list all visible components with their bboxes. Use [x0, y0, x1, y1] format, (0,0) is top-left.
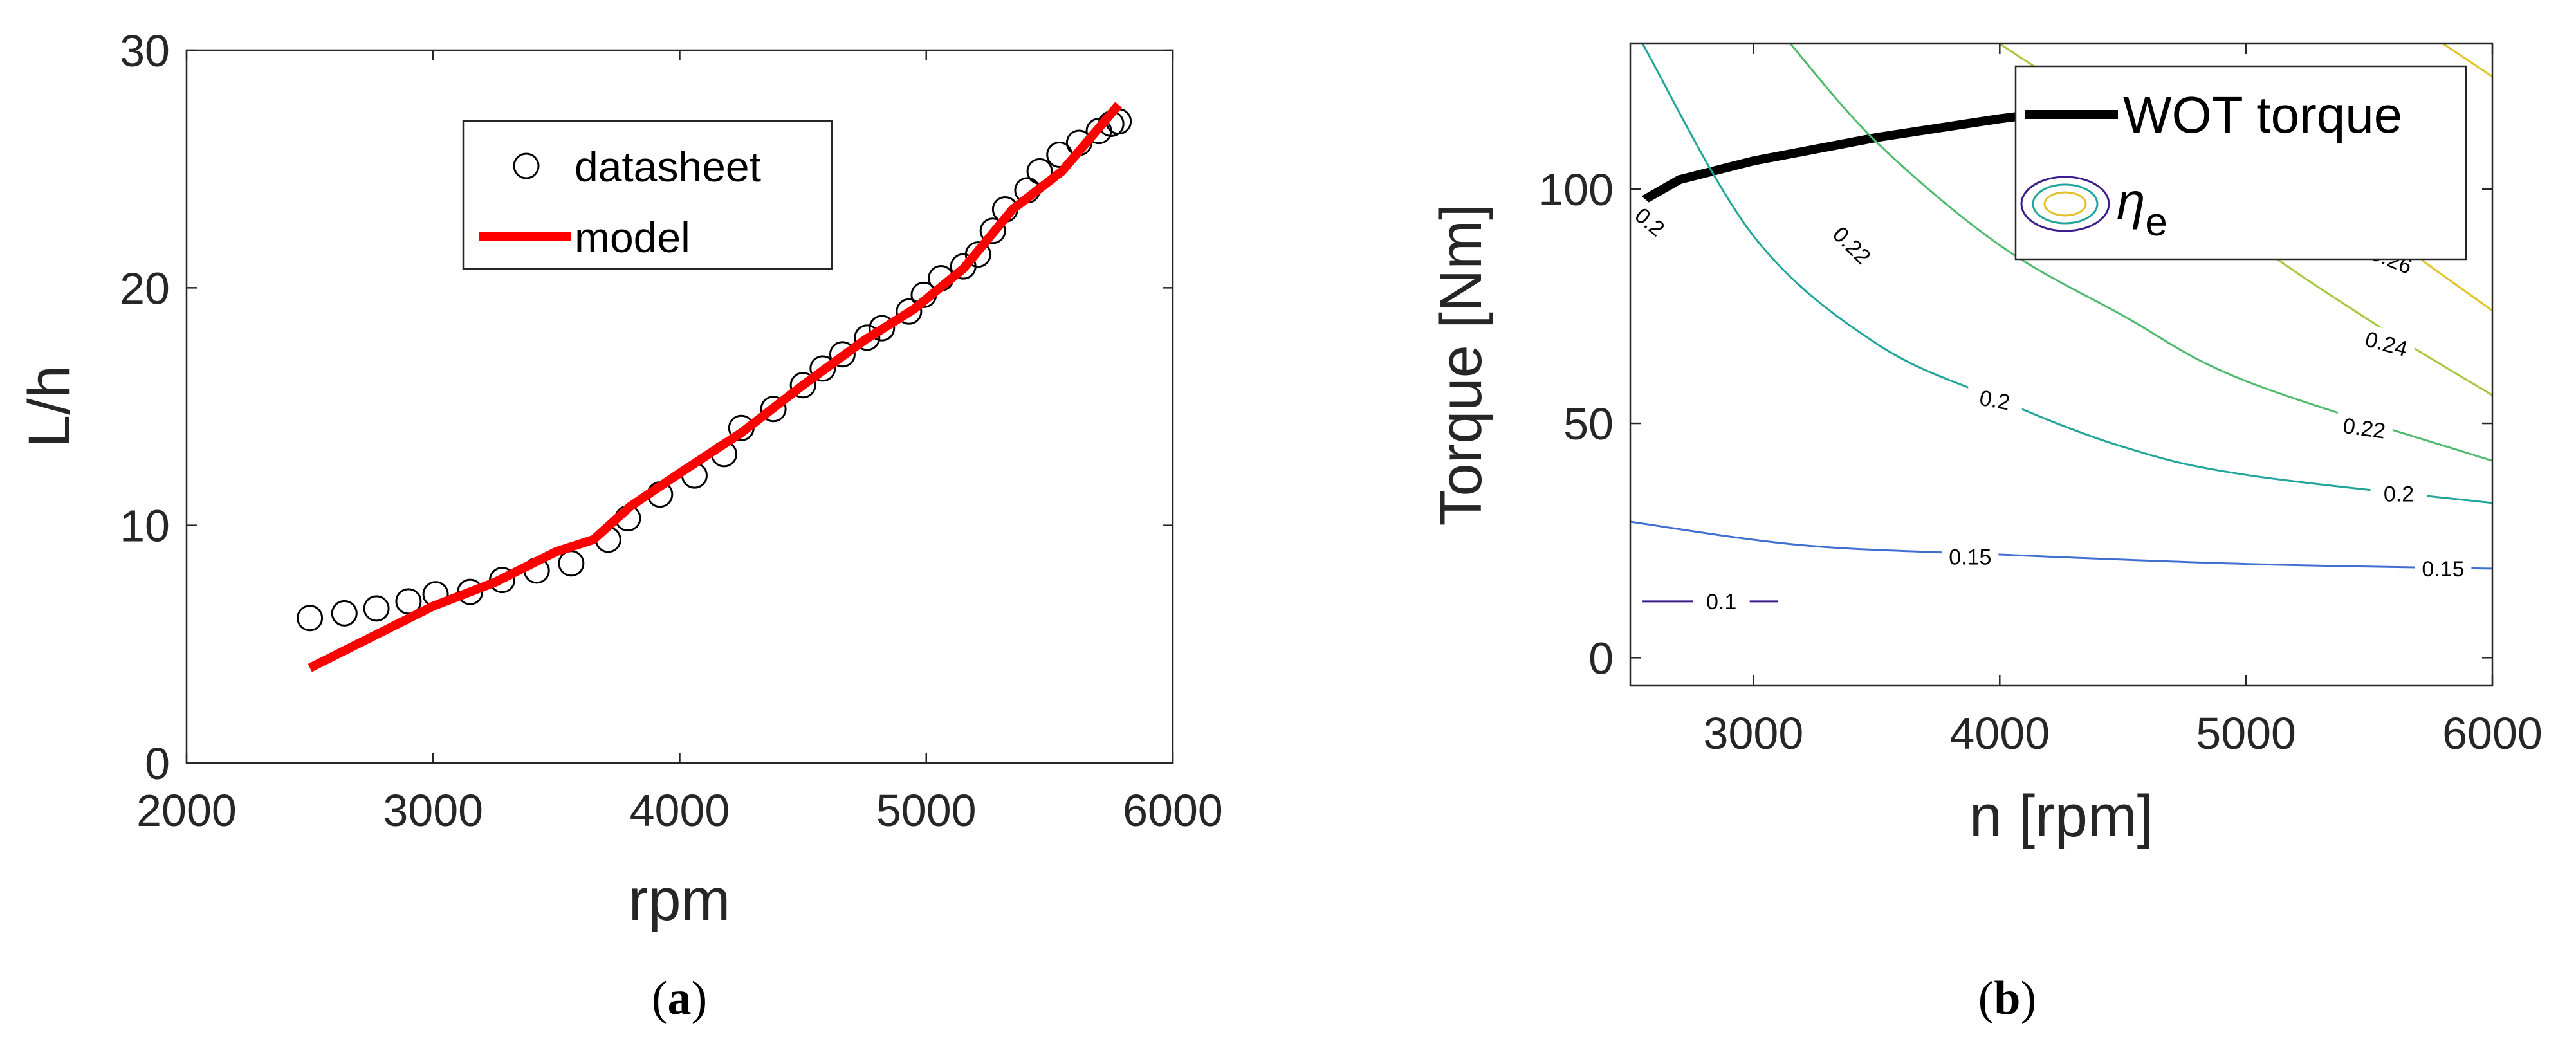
- panel-a-axes-box: [185, 49, 1174, 764]
- panel-b-legend-box: [2014, 65, 2467, 261]
- panel-a-legend-box: [462, 120, 833, 270]
- contour-label-bg: [2334, 410, 2395, 444]
- model-line: [308, 102, 1123, 672]
- contour-label: 0.22: [2341, 414, 2387, 444]
- contour-label-bg: [1823, 215, 1882, 274]
- panel-b-contour-labels: 0.10.150.150.20.20.20.220.220.240.26: [1621, 192, 2472, 614]
- caption-a-letter: a: [668, 972, 692, 1025]
- contour-line: [1630, 520, 2492, 570]
- datasheet-point: [829, 341, 856, 368]
- datasheet-point: [964, 241, 991, 268]
- panel-a-ylabel: L/h: [17, 365, 82, 448]
- panel-b: 0.10.150.150.20.20.20.220.220.240.26 300…: [1428, 42, 2543, 1025]
- panel-a-legend: datasheet model: [462, 120, 833, 270]
- legend-eta-subscript: e: [2145, 200, 2167, 244]
- datasheet-point: [979, 217, 1006, 244]
- contour-line: [2442, 44, 2492, 78]
- wot-torque-line: [1630, 105, 2075, 212]
- caption-a: (a): [652, 972, 707, 1025]
- panel-b-xtick-label: 6000: [2442, 708, 2543, 758]
- panel-b-tick-labels: 3000 4000 5000 6000 0 50 100: [1538, 165, 2543, 758]
- panel-a-xtick-label: 6000: [1123, 785, 1223, 836]
- datasheet-point: [854, 324, 881, 351]
- caption-b-letter: b: [1994, 972, 2020, 1025]
- datasheet-point: [331, 600, 358, 627]
- datasheet-point: [809, 355, 836, 382]
- contour-label: 0.1: [1706, 590, 1736, 614]
- panel-b-ytick-label: 50: [1563, 399, 1614, 449]
- contour-label-bg: [1621, 192, 1681, 249]
- panel-a-ytick-label: 20: [120, 263, 170, 313]
- contour-label: 0.24: [2362, 327, 2410, 362]
- legend-datasheet-marker: [513, 152, 540, 179]
- contour-label-bg: [1965, 381, 2025, 417]
- panel-a-ytick-label: 10: [120, 501, 170, 551]
- panel-a-xtick-label: 4000: [630, 785, 730, 836]
- contour-line: [1789, 44, 2492, 462]
- panel-a-ytick-label: 0: [145, 739, 170, 789]
- legend-datasheet-label: datasheet: [575, 143, 761, 190]
- legend-eta-label: ηe: [2117, 172, 2167, 244]
- legend-wot-label: WOT torque: [2123, 86, 2402, 143]
- panel-a-xtick-label: 5000: [876, 785, 977, 836]
- contour-label-bg: [1693, 587, 1750, 613]
- caption-b: (b): [1978, 972, 2036, 1025]
- panel-b-ylabel: Torque [Nm]: [1428, 203, 1494, 526]
- panel-a: 2000 3000 4000 5000 6000 0 10 20 30 rpm L/h data…: [17, 26, 1223, 1025]
- contour-label: 0.15: [1949, 546, 1991, 570]
- contour-label-bg: [1942, 542, 1999, 569]
- legend-contour-icon: [2020, 176, 2110, 232]
- panel-b-legend: WOT torque ηe: [2014, 65, 2467, 261]
- panel-b-xtick-label: 4000: [1949, 708, 2050, 758]
- datasheet-point: [363, 595, 390, 622]
- panel-a-tick-labels: 2000 3000 4000 5000 6000 0 10 20 30: [120, 26, 1223, 836]
- panel-a-xtick-label: 3000: [383, 785, 483, 836]
- panel-b-ytick-label: 0: [1588, 633, 1614, 683]
- contour-label-bg: [2415, 554, 2472, 580]
- panel-b-xtick-label: 5000: [2196, 708, 2296, 758]
- contour-label: 0.2: [1978, 386, 2012, 416]
- legend-eta-symbol: η: [2117, 172, 2145, 230]
- datasheet-point: [297, 605, 324, 632]
- panel-a-ytick-label: 30: [120, 26, 170, 76]
- datasheet-point: [760, 396, 787, 423]
- panel-a-series: [297, 102, 1132, 672]
- panel-a-xlabel: rpm: [629, 867, 730, 933]
- panel-b-xlabel: n [rpm]: [1969, 784, 2153, 849]
- contour-label-bg: [2370, 479, 2427, 506]
- contour-label: 0.2: [2384, 482, 2414, 506]
- datasheet-point: [896, 298, 923, 325]
- contour-label-bg: [2356, 322, 2418, 362]
- panel-b-xtick-label: 3000: [1704, 708, 1804, 758]
- datasheet-point: [558, 550, 585, 577]
- contour-label: 0.15: [2422, 557, 2464, 582]
- panel-b-ytick-label: 100: [1538, 165, 1614, 215]
- panel-b-axes-box: [1629, 42, 2494, 687]
- datasheet-point: [869, 315, 896, 342]
- panel-a-xtick-label: 2000: [136, 785, 237, 836]
- datasheet-point: [789, 372, 816, 399]
- legend-model-label: model: [575, 214, 690, 261]
